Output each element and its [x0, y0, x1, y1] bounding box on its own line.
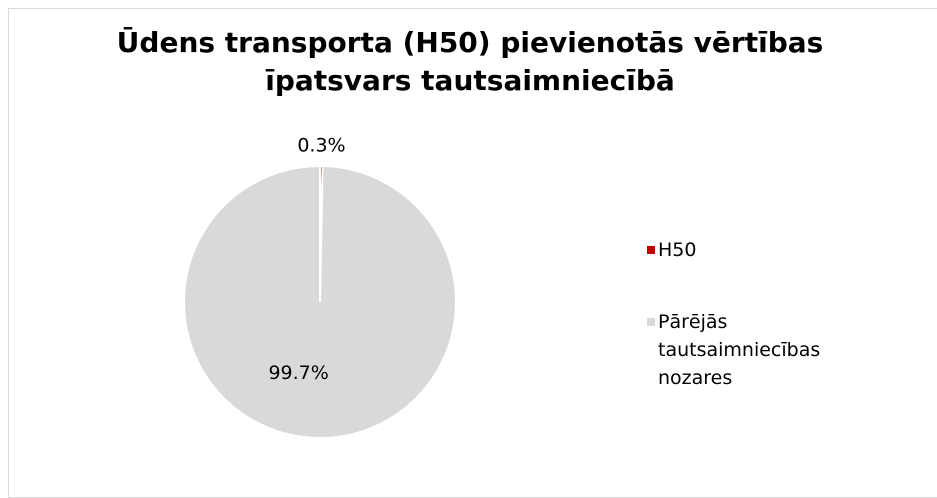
pie-slice [183, 164, 457, 439]
plot: 0.3% 99.7% [183, 135, 457, 439]
legend-swatch [647, 318, 655, 326]
legend-label: Pārējās tautsaimniecības nozares [658, 311, 821, 389]
chart: Ūdens transporta (H50) pievienotās vērtī… [8, 8, 937, 498]
data-label: 99.7% [268, 362, 328, 384]
legend-swatch [647, 246, 655, 254]
data-label: 0.3% [297, 135, 345, 157]
chart-title: Ūdens transporta (H50) pievienotās vērtī… [116, 26, 824, 97]
legend-label: H50 [658, 239, 697, 261]
